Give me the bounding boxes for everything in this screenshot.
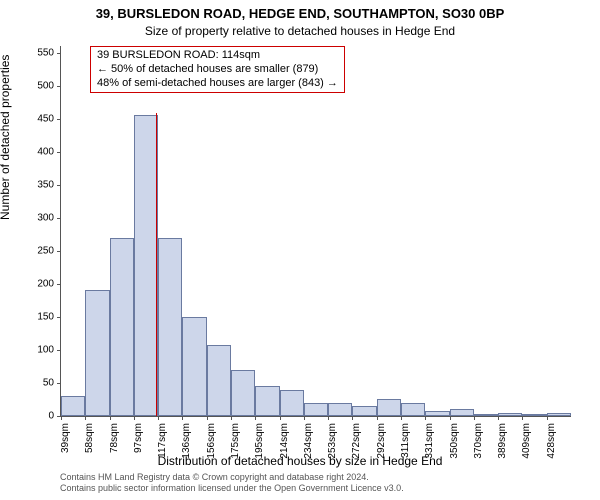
histogram-bar xyxy=(352,406,376,416)
histogram-bar xyxy=(231,370,255,416)
y-tick-label: 300 xyxy=(18,212,54,223)
y-tick-label: 100 xyxy=(18,344,54,355)
footnote-line1: Contains HM Land Registry data © Crown c… xyxy=(60,472,404,483)
y-tick-mark xyxy=(57,383,61,384)
x-tick-label: 350sqm xyxy=(449,423,460,463)
histogram-bar xyxy=(328,403,352,416)
histogram-bar xyxy=(425,411,449,416)
x-tick-mark xyxy=(85,416,86,420)
x-tick-label: 272sqm xyxy=(351,423,362,463)
x-tick-label: 311sqm xyxy=(400,423,411,463)
y-tick-label: 450 xyxy=(18,113,54,124)
x-tick-mark xyxy=(498,416,499,420)
marker-line xyxy=(156,113,158,416)
y-tick-label: 350 xyxy=(18,179,54,190)
x-tick-label: 234sqm xyxy=(303,423,314,463)
y-tick-label: 0 xyxy=(18,411,54,422)
y-tick-label: 200 xyxy=(18,278,54,289)
histogram-bar xyxy=(450,409,474,416)
x-tick-label: 370sqm xyxy=(473,423,484,463)
histogram-bar xyxy=(61,396,85,416)
x-tick-mark xyxy=(304,416,305,420)
x-tick-mark xyxy=(328,416,329,420)
x-tick-mark xyxy=(231,416,232,420)
y-tick-mark xyxy=(57,350,61,351)
x-tick-mark xyxy=(352,416,353,420)
x-tick-label: 58sqm xyxy=(84,423,95,463)
x-tick-mark xyxy=(182,416,183,420)
x-tick-mark xyxy=(401,416,402,420)
x-tick-mark xyxy=(255,416,256,420)
x-tick-mark xyxy=(280,416,281,420)
y-axis-label: Number of detached properties xyxy=(0,55,12,220)
x-tick-label: 195sqm xyxy=(254,423,265,463)
histogram-bar xyxy=(280,390,304,416)
histogram-bar xyxy=(304,403,328,416)
x-tick-mark xyxy=(425,416,426,420)
y-tick-mark xyxy=(57,152,61,153)
x-tick-mark xyxy=(61,416,62,420)
annotation-line1: 39 BURSLEDON ROAD: 114sqm xyxy=(97,49,338,63)
y-tick-label: 150 xyxy=(18,311,54,322)
histogram-bar xyxy=(401,403,425,416)
histogram-bar xyxy=(158,238,182,416)
histogram-bar xyxy=(474,414,498,416)
histogram-bar xyxy=(85,290,109,416)
histogram-bar xyxy=(547,413,571,416)
x-tick-mark xyxy=(547,416,548,420)
x-tick-label: 409sqm xyxy=(521,423,532,463)
histogram-bar xyxy=(207,345,231,416)
histogram-bar xyxy=(255,386,279,416)
y-tick-label: 250 xyxy=(18,245,54,256)
y-tick-mark xyxy=(57,251,61,252)
histogram-bar xyxy=(498,413,522,416)
x-tick-mark xyxy=(134,416,135,420)
x-tick-label: 253sqm xyxy=(327,423,338,463)
x-tick-label: 97sqm xyxy=(133,423,144,463)
x-tick-mark xyxy=(110,416,111,420)
histogram-bar xyxy=(110,238,134,416)
x-tick-label: 78sqm xyxy=(109,423,120,463)
x-tick-label: 428sqm xyxy=(546,423,557,463)
y-tick-mark xyxy=(57,119,61,120)
footnote: Contains HM Land Registry data © Crown c… xyxy=(60,472,404,494)
x-tick-label: 292sqm xyxy=(376,423,387,463)
plot-area xyxy=(60,46,571,417)
y-tick-mark xyxy=(57,284,61,285)
y-tick-mark xyxy=(57,218,61,219)
annotation-box: 39 BURSLEDON ROAD: 114sqm ← 50% of detac… xyxy=(90,46,345,93)
x-tick-label: 389sqm xyxy=(497,423,508,463)
annotation-line2: ← 50% of detached houses are smaller (87… xyxy=(97,63,338,77)
histogram-bar xyxy=(182,317,206,416)
histogram-bar xyxy=(522,414,546,416)
x-tick-mark xyxy=(450,416,451,420)
chart-title-address: 39, BURSLEDON ROAD, HEDGE END, SOUTHAMPT… xyxy=(0,6,600,21)
chart-subtitle: Size of property relative to detached ho… xyxy=(0,24,600,38)
y-tick-mark xyxy=(57,185,61,186)
x-tick-label: 175sqm xyxy=(230,423,241,463)
x-tick-label: 136sqm xyxy=(181,423,192,463)
x-tick-mark xyxy=(377,416,378,420)
x-tick-mark xyxy=(207,416,208,420)
x-tick-label: 156sqm xyxy=(206,423,217,463)
y-tick-label: 400 xyxy=(18,146,54,157)
histogram-bar xyxy=(134,115,158,416)
x-tick-label: 331sqm xyxy=(424,423,435,463)
x-tick-label: 39sqm xyxy=(60,423,71,463)
y-tick-label: 550 xyxy=(18,47,54,58)
x-tick-mark xyxy=(474,416,475,420)
x-tick-mark xyxy=(522,416,523,420)
histogram-bar xyxy=(377,399,401,416)
y-tick-label: 50 xyxy=(18,377,54,388)
footnote-line2: Contains public sector information licen… xyxy=(60,483,404,494)
x-tick-mark xyxy=(158,416,159,420)
y-tick-mark xyxy=(57,317,61,318)
y-tick-mark xyxy=(57,86,61,87)
y-tick-label: 500 xyxy=(18,80,54,91)
y-tick-mark xyxy=(57,53,61,54)
x-tick-label: 117sqm xyxy=(157,423,168,463)
annotation-line3: 48% of semi-detached houses are larger (… xyxy=(97,77,338,91)
x-tick-label: 214sqm xyxy=(279,423,290,463)
